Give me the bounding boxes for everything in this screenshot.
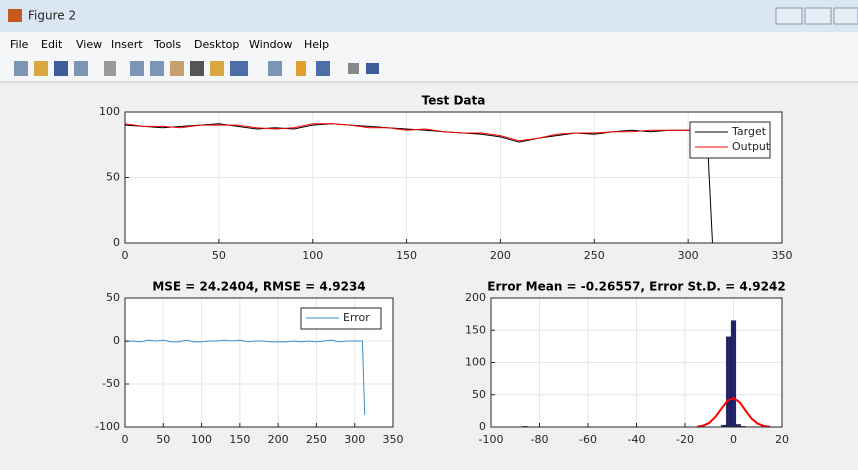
tool-icon[interactable] — [268, 61, 282, 76]
tool-icon[interactable] — [150, 61, 164, 76]
x-tick-label: 150 — [229, 433, 250, 446]
tool-icon[interactable] — [296, 61, 306, 76]
legend-label: Target — [731, 125, 767, 138]
y-tick-label: 0 — [113, 236, 120, 249]
menu-item[interactable]: Edit — [41, 38, 63, 51]
x-tick-label: 150 — [396, 249, 417, 262]
window-title: Figure 2 — [28, 9, 76, 23]
toolbar — [0, 56, 858, 82]
tool-icon[interactable] — [210, 61, 224, 76]
y-tick-label: 100 — [99, 105, 120, 118]
tool-icon[interactable] — [348, 63, 359, 74]
x-tick-label: 20 — [775, 433, 789, 446]
tool-icon[interactable] — [230, 61, 248, 76]
y-tick-label: -100 — [95, 420, 120, 433]
maximize-button[interactable] — [804, 7, 832, 25]
y-tick-label: 100 — [465, 356, 486, 369]
menu-item[interactable]: Window — [249, 38, 292, 51]
legend-label: Error — [343, 311, 370, 324]
x-tick-label: 100 — [302, 249, 323, 262]
axes-box — [490, 297, 783, 428]
legend-label: Output — [732, 140, 771, 153]
tool-icon[interactable] — [14, 61, 28, 76]
y-tick-label: 50 — [106, 291, 120, 304]
tool-icon[interactable] — [34, 61, 48, 76]
tool-icon[interactable] — [104, 61, 116, 76]
menu-item[interactable]: File — [10, 38, 29, 51]
x-tick-label: -40 — [628, 433, 646, 446]
menu-item[interactable]: Tools — [153, 38, 181, 51]
x-tick-label: 0 — [730, 433, 737, 446]
y-tick-label: -50 — [102, 377, 120, 390]
tool-icon[interactable] — [130, 61, 144, 76]
menu-item[interactable]: Insert — [111, 38, 143, 51]
chart-title: MSE = 24.2404, RMSE = 4.9234 — [152, 280, 365, 294]
tool-icon[interactable] — [366, 63, 379, 74]
x-tick-label: 250 — [584, 249, 605, 262]
legend-box — [300, 307, 382, 330]
y-tick-label: 50 — [472, 388, 486, 401]
axes-box — [124, 297, 394, 428]
y-tick-label: 50 — [106, 171, 120, 184]
menu-bar — [0, 32, 858, 56]
y-tick-label: 0 — [113, 334, 120, 347]
x-tick-label: 0 — [122, 249, 129, 262]
x-tick-label: 300 — [344, 433, 365, 446]
data-line — [124, 123, 707, 142]
x-tick-label: 200 — [268, 433, 289, 446]
x-tick-label: -20 — [676, 433, 694, 446]
toolbar-icons — [14, 61, 379, 76]
x-tick-label: 100 — [191, 433, 212, 446]
data-line — [124, 339, 366, 416]
x-tick-label: -80 — [531, 433, 549, 446]
hist-bar — [726, 336, 732, 428]
y-tick-label: 200 — [465, 291, 486, 304]
title-bar — [0, 0, 858, 32]
x-tick-label: 250 — [306, 433, 327, 446]
menu-item[interactable]: Desktop — [194, 38, 239, 51]
chart-title: Test Data — [422, 94, 486, 108]
tool-icon[interactable] — [190, 61, 204, 76]
chart-title: Error Mean = -0.26557, Error St.D. = 4.9… — [487, 280, 785, 294]
x-tick-label: -60 — [579, 433, 597, 446]
x-tick-label: 50 — [156, 433, 170, 446]
tool-icon[interactable] — [54, 61, 68, 76]
y-tick-label: 150 — [465, 323, 486, 336]
tool-icon[interactable] — [170, 61, 184, 76]
x-tick-label: 350 — [772, 249, 793, 262]
x-tick-label: 300 — [678, 249, 699, 262]
minimize-button[interactable] — [775, 7, 803, 25]
legend-box — [689, 121, 771, 159]
fit-curve — [696, 396, 771, 428]
menu-item[interactable]: View — [76, 38, 102, 51]
y-tick-label: 0 — [479, 420, 486, 433]
tool-icon[interactable] — [74, 61, 88, 76]
menu-item[interactable]: Help — [304, 38, 329, 51]
app-icon — [8, 9, 22, 22]
x-tick-label: 50 — [212, 249, 226, 262]
x-tick-label: 0 — [122, 433, 129, 446]
x-tick-label: -100 — [479, 433, 504, 446]
hist-bar — [730, 320, 737, 428]
axes-box — [124, 111, 783, 244]
close-button[interactable] — [833, 7, 858, 25]
tool-icon[interactable] — [316, 61, 330, 76]
x-tick-label: 350 — [383, 433, 404, 446]
x-tick-label: 200 — [490, 249, 511, 262]
